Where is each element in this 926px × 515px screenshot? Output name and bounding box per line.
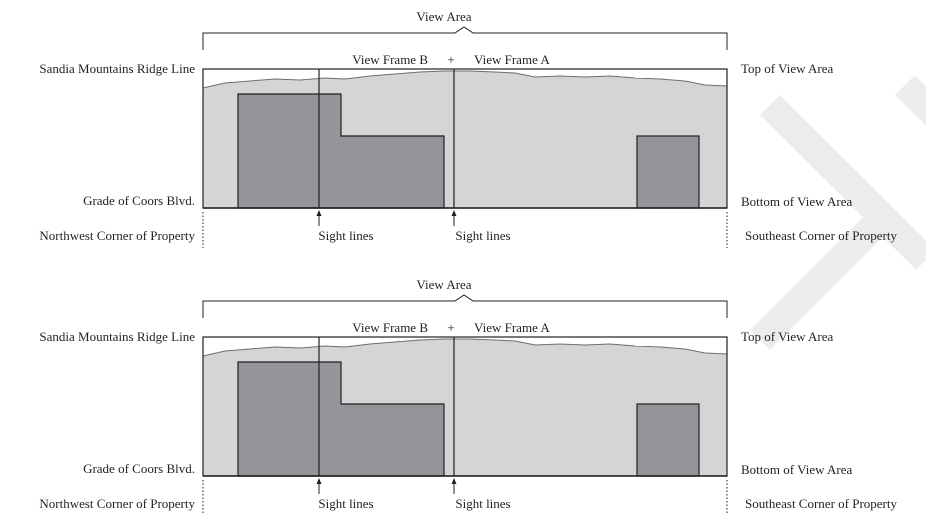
southeast-corner-label: Southeast Corner of Property (745, 228, 898, 243)
view-area-label: View Area (416, 277, 471, 292)
sight-line-a-arrow (451, 210, 457, 226)
sight-line-b-label: Sight lines (318, 228, 373, 243)
top-of-view-area-label: Top of View Area (741, 329, 834, 344)
sight-line-b-arrow (316, 478, 322, 494)
watermark-shape (750, 75, 926, 350)
view-diagram-top: View Area View Frame B + View Frame A Sa… (39, 9, 898, 248)
building-small (636, 135, 700, 209)
view-frame-b-label: View Frame B (352, 320, 428, 335)
grade-label: Grade of Coors Blvd. (83, 193, 195, 208)
northwest-corner-label: Northwest Corner of Property (39, 496, 195, 511)
view-frame-a-label: View Frame A (474, 320, 550, 335)
view-area-label: View Area (416, 9, 471, 24)
sight-line-a-label: Sight lines (455, 228, 510, 243)
plus-sign: + (447, 52, 454, 67)
plus-sign: + (447, 320, 454, 335)
sight-line-a-label: Sight lines (455, 496, 510, 511)
ridge-line-label: Sandia Mountains Ridge Line (39, 61, 195, 76)
bottom-of-view-area-label: Bottom of View Area (741, 194, 852, 209)
northwest-corner-label: Northwest Corner of Property (39, 228, 195, 243)
southeast-corner-label: Southeast Corner of Property (745, 496, 898, 511)
sight-line-b-arrow (316, 210, 322, 226)
view-diagram-bottom: View Area View Frame B + View Frame A Sa… (39, 277, 898, 514)
grade-label: Grade of Coors Blvd. (83, 461, 195, 476)
bottom-of-view-area-label: Bottom of View Area (741, 462, 852, 477)
ridge-line-label: Sandia Mountains Ridge Line (39, 329, 195, 344)
sight-line-a-arrow (451, 478, 457, 494)
view-area-bracket (202, 26, 728, 50)
view-area-bracket (202, 294, 728, 318)
top-of-view-area-label: Top of View Area (741, 61, 834, 76)
view-frame-a-label: View Frame A (474, 52, 550, 67)
sight-line-b-label: Sight lines (318, 496, 373, 511)
building-small (636, 403, 700, 477)
view-frame-b-label: View Frame B (352, 52, 428, 67)
